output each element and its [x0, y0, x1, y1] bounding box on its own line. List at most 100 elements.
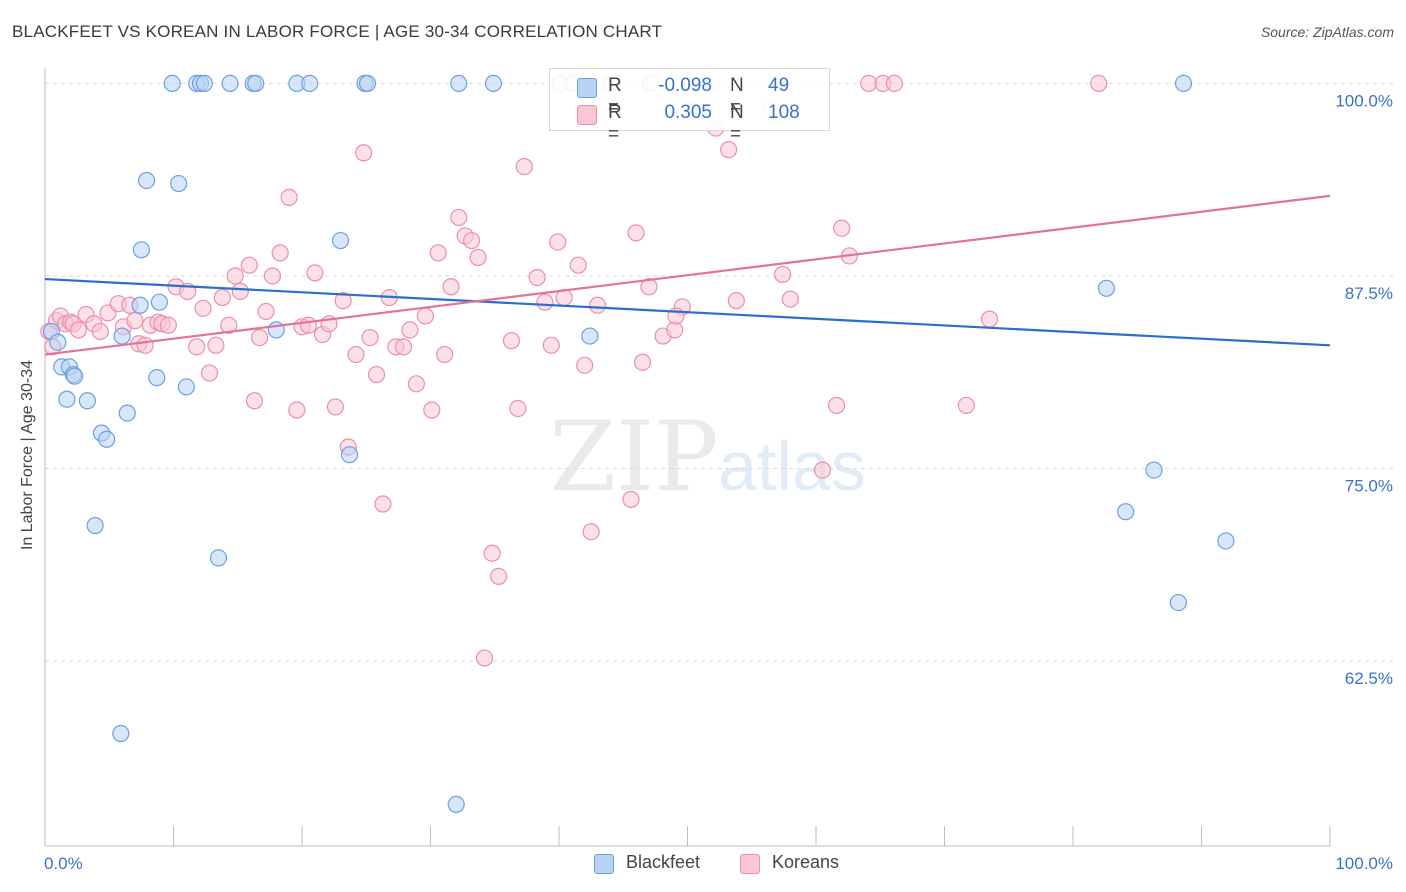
koreans-point — [549, 233, 567, 251]
koreans-point — [91, 322, 109, 341]
blackfeet-point — [209, 549, 228, 567]
blackfeet-point — [112, 724, 130, 743]
blackfeet-point — [148, 369, 166, 387]
blackfeet-point — [170, 174, 188, 193]
koreans-point — [288, 401, 306, 419]
koreans-point — [240, 256, 258, 274]
chart-title: BLACKFEET VS KOREAN IN LABOR FORCE | AGE… — [12, 22, 663, 41]
koreans-swatch — [577, 105, 597, 125]
koreans-point — [569, 256, 587, 274]
legend-r-value: 0.305 — [664, 102, 712, 123]
koreans-point — [159, 316, 177, 334]
blackfeet-point — [340, 446, 359, 464]
legend-r-label: R = — [608, 102, 622, 145]
koreans-point — [1090, 74, 1108, 93]
blackfeet-legend-label: Blackfeet — [626, 852, 701, 872]
koreans-point — [536, 293, 554, 311]
koreans-point — [226, 267, 244, 285]
koreans-point — [542, 336, 560, 354]
koreans-point — [69, 321, 88, 339]
koreans-point — [442, 278, 460, 296]
blackfeet-point — [1117, 503, 1135, 521]
blackfeet-trend-line — [44, 277, 1331, 347]
blackfeet-point — [1217, 532, 1235, 550]
legend-r-label: R = — [608, 75, 622, 118]
koreans-point — [306, 264, 324, 282]
koreans-point — [374, 495, 392, 513]
koreans-point — [469, 248, 487, 267]
koreans-point — [126, 312, 144, 330]
blackfeet-point — [301, 74, 319, 93]
blackfeet-point — [1174, 74, 1193, 93]
koreans-point — [334, 292, 352, 310]
koreans-point — [576, 356, 594, 374]
koreans-point — [280, 188, 298, 207]
koreans-point — [136, 336, 154, 354]
koreans-point — [582, 523, 600, 541]
blackfeet-point — [98, 430, 116, 448]
koreans-points — [40, 74, 1108, 667]
koreans-point — [250, 329, 269, 347]
blackfeet-point — [1145, 461, 1163, 479]
blackfeet-point — [150, 293, 168, 311]
koreans-point — [528, 268, 546, 287]
koreans-point — [463, 231, 481, 250]
koreans-point — [490, 567, 508, 585]
legend-n-label: N = — [730, 75, 744, 118]
blackfeet-point — [331, 231, 350, 250]
koreans-point — [213, 288, 231, 307]
y-tick-label: 62.5% — [1345, 669, 1393, 688]
koreans-point — [231, 282, 249, 300]
gridlines — [45, 82, 1395, 662]
blackfeet-point — [1169, 593, 1187, 612]
koreans-point — [475, 649, 494, 667]
koreans-point — [727, 292, 745, 310]
koreans-point — [483, 544, 501, 562]
blackfeet-points — [42, 74, 1235, 814]
koreans-point — [355, 144, 373, 162]
koreans-legend-label: Koreans — [772, 852, 840, 872]
koreans-point — [245, 392, 264, 410]
blackfeet-point — [137, 171, 156, 190]
koreans-point — [720, 141, 738, 159]
blackfeet-point — [358, 74, 377, 93]
blackfeet-point — [163, 74, 181, 93]
koreans-point — [627, 224, 645, 242]
koreans-point — [781, 290, 799, 308]
blackfeet-swatch — [594, 854, 614, 874]
blackfeet-point — [118, 404, 136, 422]
koreans-point — [957, 396, 975, 414]
koreans-point — [407, 375, 425, 393]
blackfeet-point — [78, 392, 97, 410]
koreans-swatch — [740, 854, 760, 874]
koreans-point — [502, 332, 521, 350]
koreans-point — [207, 336, 225, 354]
koreans-point — [980, 310, 999, 328]
blackfeet-point — [581, 327, 599, 345]
y-tick-labels: 100.0% 87.5% 75.0% 62.5% — [1335, 91, 1393, 688]
watermark-atlas: atlas — [718, 427, 866, 505]
koreans-point — [509, 399, 527, 418]
koreans-point — [299, 316, 318, 334]
koreans-point — [416, 307, 434, 325]
watermark: ZIP atlas — [549, 401, 865, 513]
x-tick-label-min: 0.0% — [44, 854, 83, 873]
legend-n-value: 49 — [768, 75, 790, 96]
blackfeet-point — [177, 378, 195, 396]
axes — [44, 68, 1331, 847]
koreans-point — [188, 338, 206, 356]
koreans-point — [622, 490, 640, 508]
koreans-point — [827, 396, 846, 414]
blackfeet-point — [65, 367, 84, 385]
koreans-point — [401, 321, 419, 339]
source-note: Source: ZipAtlas.com — [1260, 24, 1394, 40]
blackfeet-swatch — [577, 78, 597, 98]
koreans-point — [833, 219, 851, 237]
koreans-point — [394, 338, 413, 356]
koreans-point — [450, 208, 468, 227]
koreans-point — [326, 398, 345, 416]
koreans-point — [367, 365, 386, 384]
blackfeet-point — [49, 333, 67, 351]
koreans-point — [257, 302, 275, 321]
